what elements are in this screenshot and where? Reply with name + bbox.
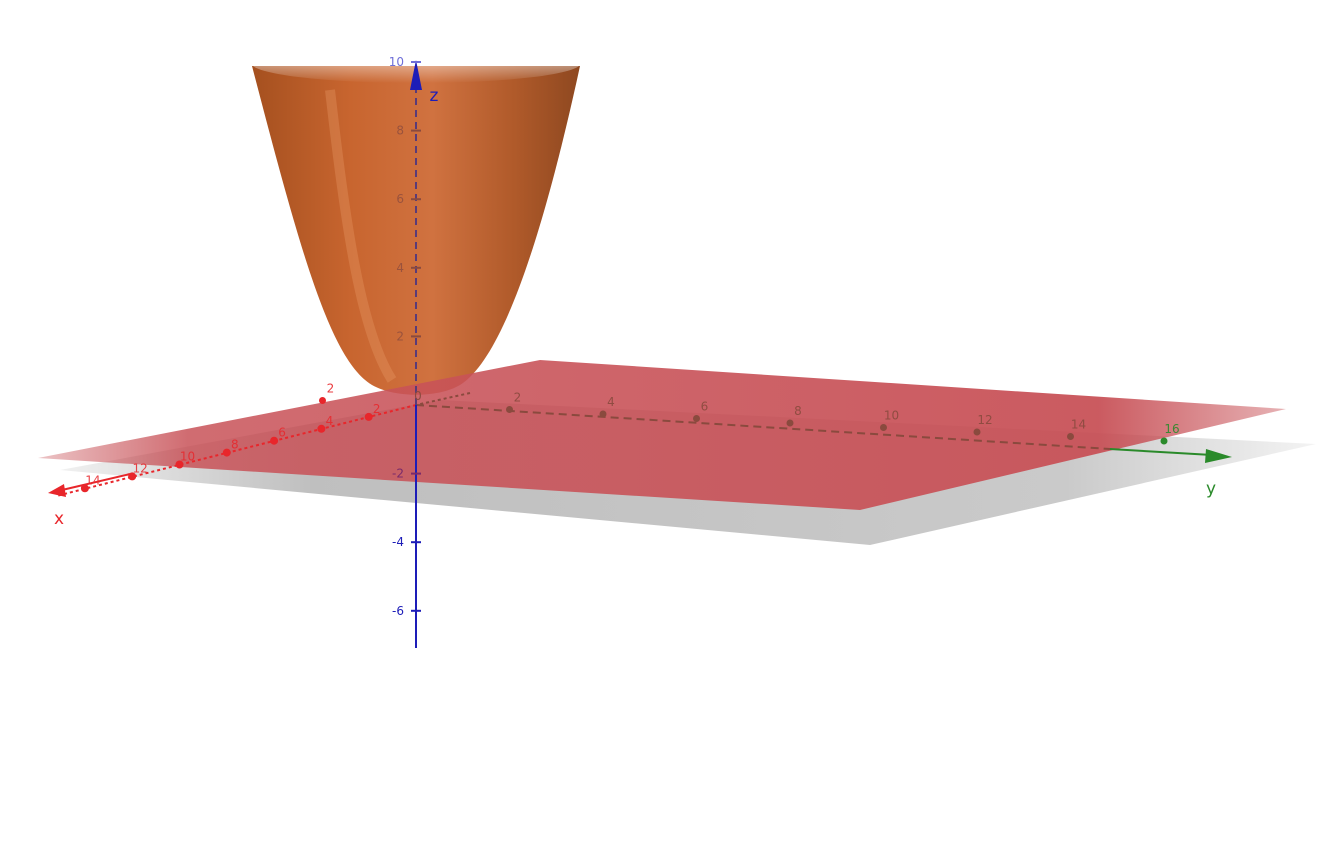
y-tick-label-neg2: 2 bbox=[327, 382, 335, 396]
y-tick-label-14: 14 bbox=[1071, 418, 1086, 432]
x-tick-label-12: 12 bbox=[133, 461, 148, 475]
z-axis-label: z bbox=[430, 86, 439, 106]
x-axis-line bbox=[57, 404, 417, 497]
x-tick-mark-8 bbox=[222, 448, 231, 457]
y-tick-mark-4 bbox=[599, 410, 607, 418]
y-tick-mark-10 bbox=[880, 424, 887, 431]
x-tick-mark-2 bbox=[364, 412, 373, 421]
x-tick-mark-14 bbox=[80, 484, 89, 493]
y-tick-label-4: 4 bbox=[607, 395, 615, 409]
ticks-group: x y z 2 4 6 8 10 12 14 0 2 2 4 6 8 10 12 14 16 10 8 6 4 2 -2 -4 -6 bbox=[54, 55, 1216, 618]
y-tick-mark-12 bbox=[973, 428, 981, 436]
x-tick-label-6: 6 bbox=[278, 426, 286, 440]
y-tick-label-16: 16 bbox=[1164, 422, 1179, 436]
plane-z0[interactable] bbox=[38, 360, 1286, 510]
x-tick-label-8: 8 bbox=[231, 438, 239, 452]
z-tick-label-6: 6 bbox=[396, 192, 404, 206]
z-tick-label-neg6: -6 bbox=[392, 604, 404, 618]
y-axis-outer-line bbox=[1109, 448, 1213, 456]
x-tick-label-2: 2 bbox=[373, 402, 381, 416]
y-tick-label-10: 10 bbox=[884, 409, 899, 423]
origin-label: 0 bbox=[414, 389, 422, 403]
xy-plane[interactable] bbox=[38, 360, 1286, 510]
y-tick-mark-14 bbox=[1067, 433, 1074, 440]
y-tick-label-2: 2 bbox=[514, 391, 522, 405]
y-tick-mark-neg2 bbox=[319, 397, 326, 404]
z-axis-arrow bbox=[410, 60, 422, 90]
z-tick-label-2: 2 bbox=[396, 329, 404, 343]
z-tick-label-neg2: -2 bbox=[392, 467, 404, 481]
x-tick-label-14: 14 bbox=[85, 473, 100, 487]
y-axis-line bbox=[415, 404, 1111, 450]
x-tick-mark-12 bbox=[128, 472, 137, 481]
y-tick-mark-8 bbox=[786, 419, 794, 427]
x-tick-label-10: 10 bbox=[180, 450, 195, 464]
x-tick-mark-10 bbox=[175, 460, 184, 469]
y-tick-mark-6 bbox=[693, 415, 700, 422]
z-tick-label-4: 4 bbox=[396, 261, 404, 275]
x-tick-label-4: 4 bbox=[326, 414, 334, 428]
y-tick-mark-16 bbox=[1160, 437, 1168, 445]
y-tick-mark-2 bbox=[506, 406, 513, 413]
x-axis-arrow bbox=[48, 484, 66, 497]
z-tick-label-10: 10 bbox=[389, 55, 404, 69]
x-axis-label: x bbox=[54, 509, 64, 529]
x-axis-outer-line bbox=[61, 473, 131, 491]
paraboloid-highlight bbox=[325, 89, 397, 383]
z-tick-label-8: 8 bbox=[396, 124, 404, 138]
y-tick-label-12: 12 bbox=[977, 413, 992, 427]
y-tick-label-8: 8 bbox=[794, 404, 802, 418]
y-tick-label-6: 6 bbox=[701, 400, 709, 414]
axes-group bbox=[48, 60, 1232, 648]
x-tick-mark-6 bbox=[270, 436, 279, 445]
x-tick-mark-4 bbox=[317, 424, 326, 433]
z-tick-label-neg4: -4 bbox=[392, 535, 404, 549]
y-axis-label: y bbox=[1206, 479, 1216, 499]
y-axis-arrow bbox=[1205, 449, 1232, 463]
